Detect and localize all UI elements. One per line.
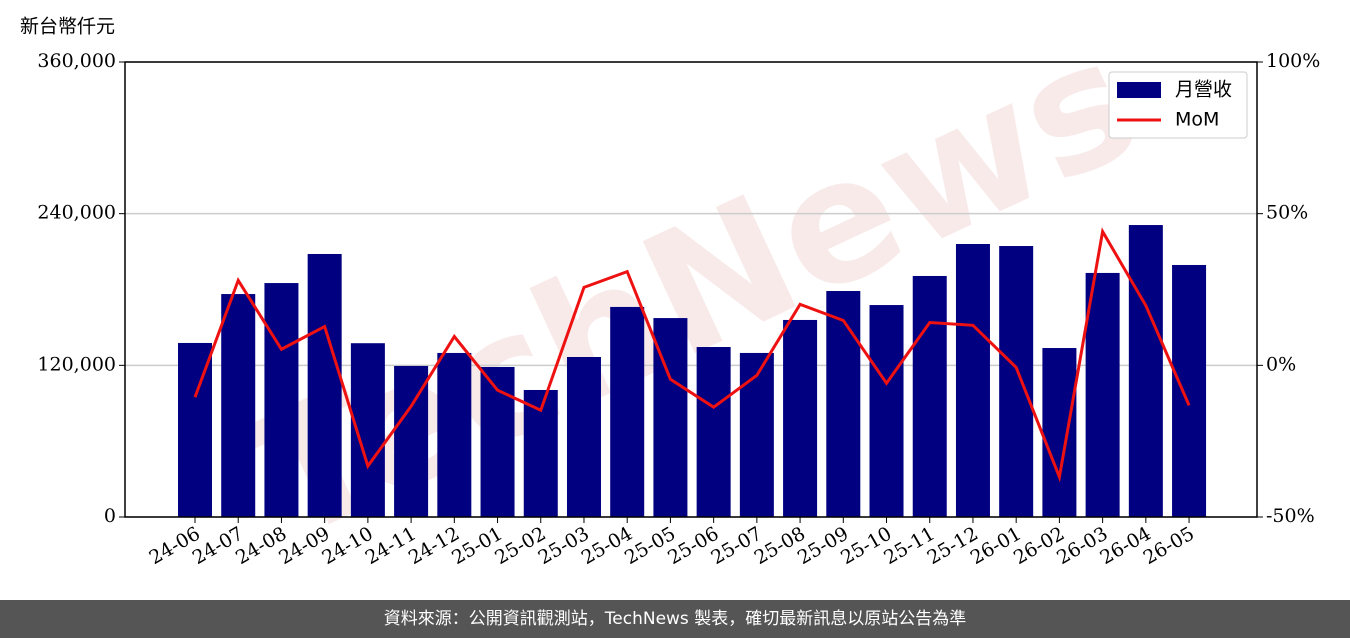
legend-label: 月營收 bbox=[1175, 79, 1232, 101]
bar bbox=[437, 352, 472, 517]
bar bbox=[394, 365, 429, 517]
bar bbox=[610, 306, 645, 517]
bar bbox=[1128, 225, 1163, 517]
y-tick-label: 240,000 bbox=[37, 202, 116, 224]
bar bbox=[307, 253, 342, 517]
y2-tick-label: 100% bbox=[1266, 50, 1320, 72]
bar bbox=[739, 352, 774, 517]
y2-tick-label: -50% bbox=[1266, 505, 1315, 527]
bar bbox=[178, 342, 212, 517]
bar bbox=[1042, 348, 1077, 517]
bar bbox=[1085, 272, 1120, 517]
bar bbox=[826, 291, 861, 517]
bar bbox=[566, 356, 601, 517]
y2-tick-label: 50% bbox=[1266, 202, 1308, 224]
x-tick-label: 26-05 bbox=[1140, 523, 1198, 569]
bar bbox=[869, 305, 904, 517]
bar bbox=[264, 283, 299, 517]
y-tick-label: 360,000 bbox=[37, 50, 116, 72]
bar bbox=[480, 366, 515, 517]
line bbox=[193, 227, 1191, 483]
bar bbox=[912, 275, 947, 517]
chart: 新台幣仟元 TechNews 0120,000240,000360,000-50… bbox=[20, 0, 1320, 579]
bar bbox=[221, 294, 256, 517]
legend-label: MoM bbox=[1175, 109, 1219, 131]
bar bbox=[999, 246, 1034, 517]
y-tick-label: 0 bbox=[104, 505, 116, 527]
bar bbox=[696, 347, 731, 517]
plot-frame bbox=[124, 61, 1258, 518]
y-tick-label: 120,000 bbox=[37, 353, 116, 375]
footer: 資料來源：公開資訊觀測站，TechNews 製表，確切最新訊息以原站公告為準 bbox=[0, 600, 1350, 638]
bar bbox=[1172, 264, 1207, 517]
legend-swatch bbox=[1117, 82, 1161, 98]
bar bbox=[783, 319, 818, 517]
y-axis-title: 新台幣仟元 bbox=[20, 16, 115, 38]
bar bbox=[955, 244, 990, 517]
y2-tick-label: 0% bbox=[1266, 353, 1296, 375]
